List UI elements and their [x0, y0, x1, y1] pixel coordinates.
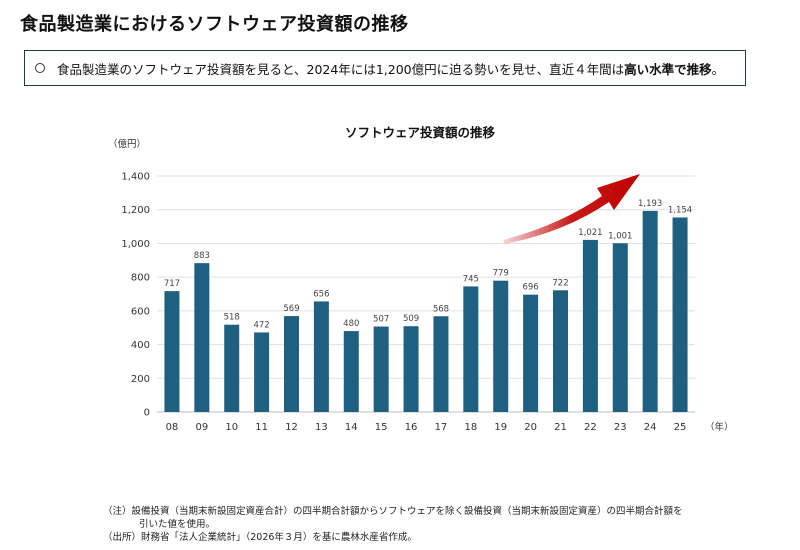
bar	[582, 239, 598, 412]
x-tick-label: 12	[285, 422, 298, 433]
x-tick-label: 18	[464, 422, 477, 433]
bar	[254, 332, 270, 412]
data-label: 745	[463, 274, 479, 284]
data-label: 1,001	[608, 231, 632, 241]
page-title: 食品製造業におけるソフトウェア投資額の推移	[20, 14, 409, 35]
y-axis-unit-label: （億円）	[108, 138, 146, 150]
x-tick-label: 24	[644, 422, 657, 433]
bar	[612, 243, 628, 412]
data-label: 480	[343, 319, 359, 329]
data-label: 722	[552, 278, 568, 288]
bar	[523, 294, 539, 412]
chart-title: ソフトウェア投資額の推移	[345, 125, 496, 140]
bar	[313, 301, 329, 412]
y-tick-label: 0	[144, 408, 150, 419]
note-line-2: 引いた値を使用。	[139, 519, 216, 530]
y-tick-label: 200	[131, 374, 150, 385]
data-label: 656	[313, 289, 329, 299]
x-tick-label: 10	[225, 422, 238, 433]
data-label: 509	[403, 314, 419, 324]
x-tick-label: 15	[375, 422, 388, 433]
bar	[403, 326, 419, 412]
y-tick-label: 600	[131, 306, 150, 317]
y-tick-label: 1,200	[121, 205, 150, 216]
y-tick-label: 1,400	[121, 172, 150, 183]
data-label: 472	[253, 320, 269, 330]
bar	[373, 326, 389, 412]
x-tick-label: 21	[554, 422, 567, 433]
y-tick-label: 400	[131, 340, 150, 351]
x-tick-label: 22	[584, 422, 597, 433]
x-tick-label: 25	[674, 422, 687, 433]
bar	[194, 263, 210, 412]
data-label: 717	[164, 279, 180, 289]
y-tick-label: 1,000	[121, 239, 150, 250]
bar-chart: ソフトウェア投資額の推移 （億円） 0 200 400 600 800 1,000 1,200 1…	[108, 125, 734, 433]
data-label: 696	[522, 283, 538, 293]
data-label: 1,193	[638, 199, 662, 209]
x-tick-label: 13	[315, 422, 328, 433]
data-label: 569	[283, 304, 299, 314]
footnotes: （注）設備投資（当期末新設固定資産合計）の四半期合計額からソフトウェアを除く設備…	[103, 505, 683, 544]
summary-text: 食品製造業のソフトウェア投資額を見ると、2024年には1,200億円に迫る勢いを…	[57, 59, 724, 78]
data-label: 779	[493, 269, 509, 279]
bar	[642, 210, 658, 412]
x-tick-label: 16	[405, 422, 418, 433]
source-line: （出所）財務省「法人企業統計」（2026年３月）を基に農林水産省作成。	[103, 532, 417, 543]
x-tick-label: 08	[166, 422, 179, 433]
bar	[672, 217, 688, 412]
summary-pre: 食品製造業のソフトウェア投資額を見ると、2024年には1,200億円に迫る勢いを…	[57, 61, 625, 77]
data-label: 1,021	[578, 228, 602, 238]
x-tick-label: 14	[345, 422, 358, 433]
summary-box: 食品製造業のソフトウェア投資額を見ると、2024年には1,200億円に迫る勢いを…	[24, 50, 746, 86]
x-tick-label: 19	[494, 422, 507, 433]
bar	[463, 286, 479, 412]
data-label: 568	[433, 304, 449, 314]
data-label: 883	[194, 251, 210, 261]
x-axis-unit-label: （年）	[705, 421, 734, 433]
x-tick-label: 17	[435, 422, 448, 433]
data-label: 518	[224, 313, 240, 323]
bar	[284, 316, 299, 412]
x-tick-label: 09	[195, 422, 208, 433]
bar	[164, 291, 180, 412]
x-tick-label: 23	[614, 422, 627, 433]
y-tick-label: 800	[131, 273, 150, 284]
x-tick-label: 20	[524, 422, 537, 433]
summary-bold: 高い水準で推移	[624, 61, 712, 77]
trend-arrow-icon	[503, 174, 640, 244]
bar	[224, 324, 240, 412]
x-tick-label: 11	[255, 422, 268, 433]
note-line-1: （注）設備投資（当期末新設固定資産合計）の四半期合計額からソフトウェアを除く設備…	[103, 506, 683, 517]
bullet-circle-icon	[35, 63, 45, 73]
bar	[343, 331, 359, 412]
bar	[553, 290, 568, 412]
summary-post: 。	[711, 61, 725, 77]
bar	[493, 280, 509, 412]
data-label: 1,154	[668, 205, 692, 215]
data-label: 507	[373, 315, 389, 325]
bar	[433, 316, 449, 412]
